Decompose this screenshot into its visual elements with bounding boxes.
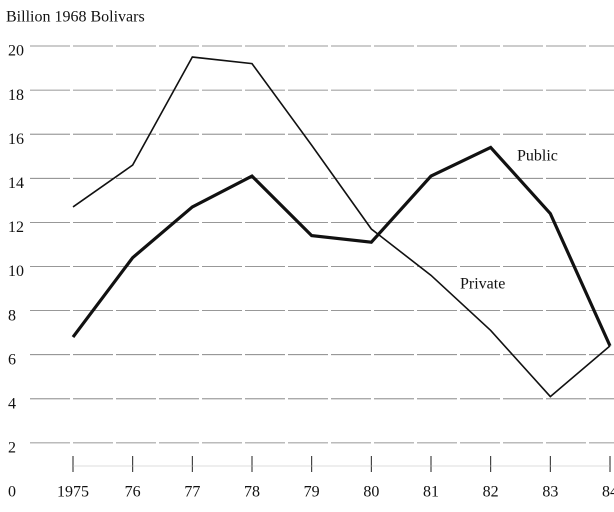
x-tick-label: 78	[244, 484, 260, 501]
x-tick-label: 83	[542, 484, 558, 501]
y-tick-label: 14	[8, 175, 24, 192]
x-tick-label: 1975	[57, 484, 89, 501]
y-tick-label: 4	[8, 395, 16, 412]
x-tick-label: 84	[602, 484, 614, 501]
series-label: Private	[460, 276, 505, 293]
series-line	[72, 56, 611, 398]
y-tick-label: 16	[8, 131, 24, 148]
y-tick-label: 6	[8, 351, 16, 368]
x-tick-label: 79	[304, 484, 320, 501]
x-tick-label: 80	[363, 484, 379, 501]
series-label: Public	[517, 148, 558, 165]
y-tick-label: 0	[8, 484, 16, 501]
y-tick-label: 8	[8, 307, 16, 324]
y-tick-label: 12	[8, 219, 24, 236]
x-tick-label: 76	[125, 484, 141, 501]
y-tick-label: 2	[8, 440, 16, 457]
y-tick-label: 18	[8, 87, 24, 104]
y-tick-label: 10	[8, 263, 24, 280]
x-tick-label: 81	[423, 484, 439, 501]
x-tick-label: 82	[483, 484, 499, 501]
y-tick-label: 20	[8, 43, 24, 60]
y-axis-title: Billion 1968 Bolivars	[6, 9, 145, 26]
series-line	[71, 145, 612, 347]
x-tick-label: 77	[184, 484, 200, 501]
